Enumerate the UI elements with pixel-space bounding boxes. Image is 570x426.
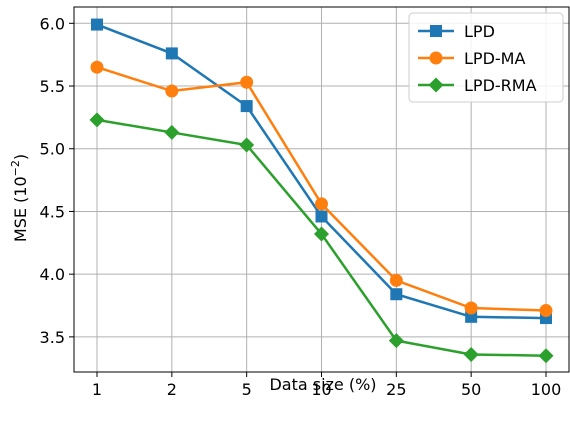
legend-marker (430, 25, 442, 37)
legend-marker (428, 77, 444, 93)
data-point (390, 288, 403, 301)
legend-label: LPD-MA (464, 49, 525, 68)
legend-item: LPD (418, 22, 495, 41)
x-tick-label: 10 (311, 380, 331, 399)
data-point (164, 124, 180, 140)
data-point (388, 333, 404, 349)
data-point (91, 18, 103, 31)
series-lpd-ma (90, 60, 553, 318)
data-point (239, 137, 255, 153)
legend-label: LPD (464, 22, 495, 41)
legend-box (408, 12, 564, 103)
data-point (315, 197, 328, 211)
legend-marker (429, 51, 443, 65)
y-axis: 3.5 4.0 4.5 5.0 5.5 6.0 (40, 14, 74, 347)
data-point (538, 348, 554, 364)
data-point (240, 75, 254, 89)
x-axis: 1 2 5 10 25 50 100 (92, 372, 561, 399)
data-point (89, 112, 105, 128)
data-point (389, 273, 403, 287)
y-axis-label: MSE (10−2) (9, 154, 30, 242)
y-tick-label: 4.0 (40, 265, 65, 284)
data-point (240, 100, 253, 113)
data-point (314, 226, 329, 242)
y-tick-label: 3.5 (40, 328, 65, 347)
y-tick-label: 4.5 (40, 202, 65, 221)
legend-item: LPD-MA (418, 49, 525, 68)
data-point (539, 304, 553, 318)
x-tick-label: 2 (167, 380, 177, 399)
y-tick-label: 6.0 (40, 14, 65, 33)
y-axis-label-prefix: MSE (10 (11, 176, 30, 242)
x-tick-label: 5 (242, 380, 252, 399)
series-lpd-rma (89, 112, 554, 364)
x-axis-label: Data size (%) (269, 375, 376, 394)
data-point (90, 60, 104, 74)
data-point (165, 84, 179, 98)
y-tick-label: 5.5 (40, 77, 65, 96)
y-axis-label-suffix: ) (11, 154, 30, 160)
legend: LPD LPD-MA LPD-RMA (408, 12, 564, 103)
y-axis-label-exponent: −2 (9, 160, 22, 176)
data-point (463, 346, 479, 362)
legend-label: LPD-RMA (464, 76, 537, 95)
x-tick-label: 1 (92, 380, 102, 399)
data-point (464, 301, 478, 315)
data-point (165, 47, 178, 60)
series-layer (89, 18, 554, 364)
y-tick-label: 5.0 (40, 140, 65, 159)
legend-item: LPD-RMA (418, 76, 537, 95)
x-tick-label: 100 (531, 380, 562, 399)
x-tick-label: 50 (461, 380, 481, 399)
data-point (465, 310, 478, 323)
data-point (315, 210, 328, 223)
x-tick-label: 25 (386, 380, 406, 399)
